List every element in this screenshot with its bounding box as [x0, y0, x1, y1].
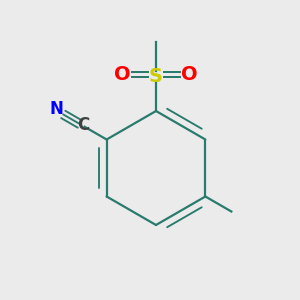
Text: C: C: [77, 116, 89, 134]
Text: O: O: [181, 64, 198, 84]
Text: O: O: [114, 64, 131, 84]
Text: S: S: [149, 67, 163, 86]
Text: N: N: [49, 100, 63, 118]
